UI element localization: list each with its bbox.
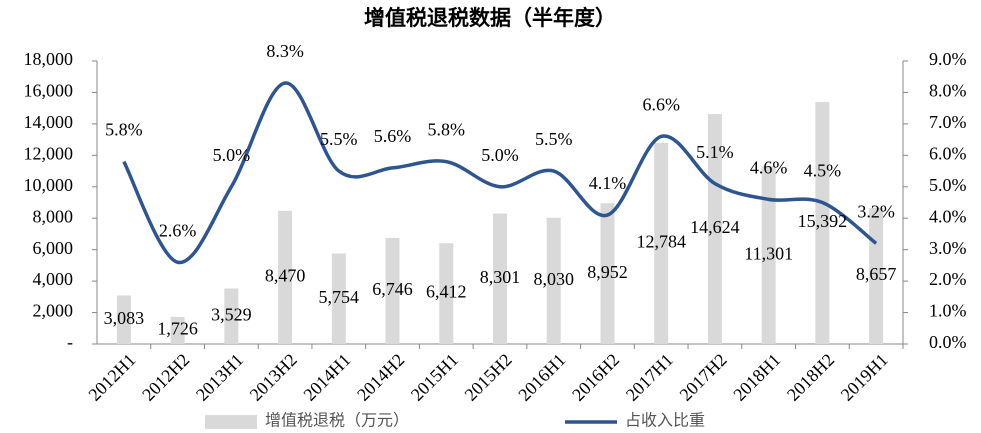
x-tick-label: 2015H1 — [407, 350, 462, 405]
x-tick-label: 2013H1 — [192, 350, 247, 405]
bar-label: 8,030 — [533, 269, 574, 289]
y2-tick-label: 3.0% — [929, 238, 967, 258]
y2-tick-label: 8.0% — [929, 81, 967, 101]
bar — [761, 166, 776, 344]
bar — [170, 316, 185, 344]
line-label: 5.0% — [213, 145, 251, 165]
bar — [439, 243, 454, 344]
bar-label: 8,952 — [587, 262, 628, 282]
line-label: 2.6% — [159, 220, 197, 240]
y-tick-label: 2,000 — [33, 301, 74, 321]
bar — [654, 143, 669, 344]
line-label: 4.5% — [804, 161, 842, 181]
line-label: 8.3% — [266, 41, 304, 61]
line-label: 5.6% — [374, 126, 412, 146]
bar — [278, 210, 293, 344]
bar — [116, 295, 131, 344]
x-tick-label: 2012H2 — [138, 350, 193, 405]
bar-label: 3,083 — [104, 308, 145, 328]
y2-tick-label: 9.0% — [929, 49, 967, 69]
line-label: 5.5% — [535, 129, 573, 149]
x-tick-label: 2017H1 — [622, 350, 677, 405]
bar — [493, 213, 507, 344]
bar-label: 15,392 — [798, 211, 848, 231]
line-label: 5.8% — [105, 120, 143, 140]
x-tick-label: 2019H1 — [837, 350, 892, 405]
x-tick-label: 2016H1 — [514, 350, 569, 405]
y2-tick-label: 0.0% — [929, 332, 967, 352]
bar — [815, 102, 830, 344]
x-tick-label: 2015H2 — [461, 350, 516, 405]
x-tick-label: 2018H1 — [729, 350, 784, 405]
y-tick-label: 16,000 — [24, 81, 74, 101]
bar — [546, 217, 561, 344]
bar-label: 12,784 — [636, 232, 686, 252]
x-tick-label: 2013H2 — [246, 350, 301, 405]
y2-tick-label: 7.0% — [929, 112, 967, 132]
line-label: 4.1% — [589, 173, 627, 193]
y2-tick-label: 2.0% — [929, 269, 967, 289]
x-tick-label: 2016H2 — [568, 350, 623, 405]
y-tick-label: 4,000 — [33, 269, 74, 289]
y2-tick-label: 4.0% — [929, 206, 967, 226]
bar — [224, 288, 239, 344]
y2-tick-label: 6.0% — [929, 143, 967, 163]
line-label: 3.2% — [857, 202, 895, 222]
line-label: 5.0% — [481, 145, 519, 165]
line-label: 6.6% — [642, 95, 680, 115]
line-label: 5.5% — [320, 129, 358, 149]
y-tick-label: 10,000 — [24, 175, 74, 195]
line — [122, 81, 878, 265]
y2-tick-label: 5.0% — [929, 175, 967, 195]
bar — [331, 253, 346, 344]
bar-label: 11,301 — [744, 243, 793, 263]
legend-label: 占收入比重 — [625, 412, 705, 430]
x-tick-label: 2018H2 — [783, 350, 838, 405]
y-tick-label: 14,000 — [24, 112, 74, 132]
bar-label: 6,412 — [426, 282, 467, 302]
y-tick-label: 6,000 — [33, 238, 74, 258]
line-label: 5.8% — [428, 120, 466, 140]
bar-label: 6,746 — [372, 279, 413, 299]
y2-tick-label: 1.0% — [929, 301, 967, 321]
x-tick-label: 2012H1 — [84, 350, 139, 405]
y-tick-label: 18,000 — [24, 49, 74, 69]
bar — [707, 114, 722, 345]
bar — [600, 203, 615, 344]
y-tick-label: - — [67, 332, 73, 352]
x-tick-label: 2014H2 — [353, 350, 408, 405]
legend-swatch — [205, 415, 257, 429]
line-label: 4.6% — [750, 157, 788, 177]
bar-label: 8,301 — [480, 267, 521, 287]
y-tick-label: 12,000 — [24, 143, 74, 163]
x-tick-label: 2014H1 — [299, 350, 354, 405]
bar-label: 14,624 — [690, 217, 740, 237]
bar-label: 8,657 — [856, 264, 897, 284]
y-tick-label: 8,000 — [33, 206, 74, 226]
bar-label: 5,754 — [319, 287, 360, 307]
bar-label: 1,726 — [157, 319, 198, 339]
bar-label: 3,529 — [211, 304, 252, 324]
legend-label: 增值税退税（万元） — [265, 412, 409, 430]
chart-title: 增值税退税数据（半年度） — [364, 6, 616, 30]
bar — [385, 237, 400, 344]
bar-label: 8,470 — [265, 266, 306, 286]
x-tick-label: 2017H2 — [676, 350, 731, 405]
line-label: 5.1% — [696, 142, 734, 162]
